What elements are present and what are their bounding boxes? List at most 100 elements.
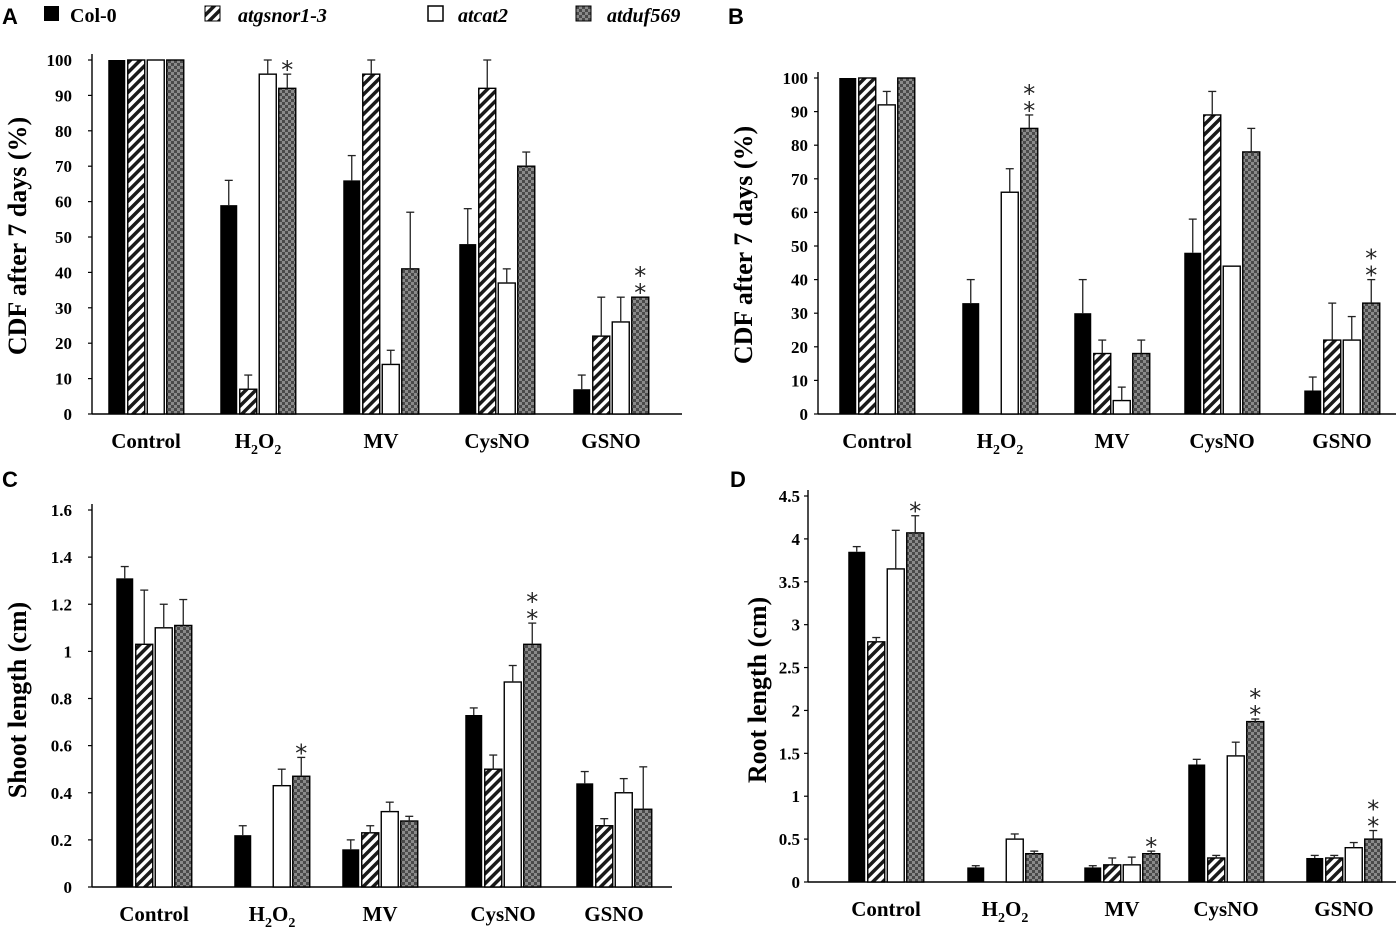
bar-b-control-col0	[839, 78, 857, 414]
error-bar-d-control-atcat2	[891, 529, 900, 569]
significance-star-c: *	[295, 739, 307, 767]
x-category-label-b-h2o2: H2O2	[977, 429, 1024, 458]
y-tick-label-b: 80	[791, 136, 808, 155]
y-tick-label-a: 40	[55, 263, 72, 282]
legend-swatch-col0	[44, 6, 59, 21]
error-bar-a-cysno-col0	[463, 208, 472, 245]
bar-c-mv-atgsnor1-3	[361, 832, 380, 888]
bar-a-h2o2-atduf569	[278, 87, 297, 415]
error-bar-c-mv-atcat2	[385, 801, 394, 812]
bar-d-control-atgsnor1-3	[867, 641, 886, 883]
y-tick-label-d: 2.5	[779, 659, 800, 678]
significance-star-c: *	[526, 588, 538, 616]
y-tick-label-d: 1.5	[779, 744, 800, 763]
x-category-label-d-gsno: GSNO	[1314, 897, 1374, 921]
bar-c-cysno-col0	[465, 714, 483, 887]
error-bar-d-cysno-atcat2	[1231, 741, 1240, 756]
panel-letter-a: A	[2, 4, 18, 29]
error-bar-c-gsno-col0	[580, 770, 589, 784]
chart-panel-b: 0 10 20 30 40 50 60 70 80 90 100 CDF after 7 days (…	[729, 69, 1396, 458]
significance-star-d: *	[1367, 796, 1379, 824]
y-tick-label-c: 0.2	[51, 831, 72, 850]
significance-star-d: *	[1249, 701, 1261, 729]
error-bar-d-gsno-col0	[1310, 854, 1319, 858]
error-bar-b-mv-atduf569	[1137, 339, 1146, 354]
bar-d-mv-atgsnor1-3	[1103, 864, 1122, 883]
chart-panel-a: 0 10 20 30 40 50 60 70 80 90 100 CDF after 7 days (…	[3, 51, 682, 458]
error-bar-c-control-col0	[120, 565, 129, 579]
y-tick-label-a: 50	[55, 228, 72, 247]
bar-d-mv-col0	[1084, 867, 1102, 882]
y-tick-label-c: 1	[64, 642, 73, 661]
bar-a-h2o2-atcat2	[258, 73, 277, 415]
y-tick-label-d: 4	[792, 530, 801, 549]
bar-a-gsno-atduf569	[631, 296, 650, 415]
error-bar-d-control-atduf569	[911, 515, 920, 533]
y-tick-label-d: 0	[792, 873, 801, 892]
x-category-label-a-cysno: CysNO	[464, 429, 529, 453]
error-bar-d-h2o2-atduf569	[1030, 850, 1039, 854]
y-tick-label-a: 70	[55, 157, 72, 176]
bar-a-h2o2-atgsnor1-3	[239, 388, 258, 415]
x-category-label-a-gsno: GSNO	[581, 429, 641, 453]
bar-b-cysno-col0	[1184, 252, 1202, 414]
bar-d-control-col0	[848, 551, 866, 882]
bar-b-control-atduf569	[897, 77, 916, 415]
error-bar-c-cysno-atduf569	[528, 622, 537, 645]
bar-d-h2o2-atduf569	[1025, 852, 1044, 883]
error-bar-d-mv-atcat2	[1127, 856, 1136, 865]
bar-d-gsno-atcat2	[1344, 846, 1363, 883]
bar-a-h2o2-col0	[220, 205, 238, 414]
y-tick-label-a: 30	[55, 299, 72, 318]
bar-d-cysno-atduf569	[1246, 720, 1265, 883]
x-category-label-b-cysno: CysNO	[1189, 429, 1254, 453]
y-tick-label-d: 2	[792, 701, 801, 720]
significance-star-b: *	[1023, 80, 1035, 108]
error-bar-b-h2o2-atduf569	[1025, 114, 1034, 129]
y-tick-label-c: 1.4	[51, 548, 73, 567]
error-bar-b-gsno-atgsnor1-3	[1328, 302, 1337, 341]
panel-letter-c: C	[2, 467, 18, 492]
x-category-label-c-h2o2: H2O2	[249, 902, 296, 929]
error-bar-d-control-atgsnor1-3	[872, 636, 881, 642]
y-tick-label-d: 3	[792, 616, 801, 635]
error-bar-c-cysno-atgsnor1-3	[489, 754, 498, 770]
bar-a-gsno-col0	[573, 389, 591, 414]
y-tick-label-b: 60	[791, 203, 808, 222]
legend-swatch-atduf569	[575, 5, 592, 22]
error-bar-a-gsno-atgsnor1-3	[597, 296, 606, 337]
error-bar-a-gsno-col0	[577, 374, 586, 390]
bar-b-gsno-atcat2	[1342, 339, 1361, 415]
y-axis-title-d: Root length (cm)	[743, 597, 772, 783]
x-category-label-a-h2o2: H2O2	[235, 429, 282, 458]
y-tick-label-a: 80	[55, 122, 72, 141]
bar-c-cysno-atgsnor1-3	[484, 768, 503, 888]
bar-b-cysno-atcat2	[1222, 265, 1241, 415]
x-category-label-a-mv: MV	[364, 429, 399, 453]
y-tick-label-b: 100	[783, 69, 809, 88]
error-bar-c-h2o2-atduf569	[297, 756, 306, 777]
error-bar-a-cysno-atduf569	[522, 151, 531, 167]
error-bar-b-cysno-atduf569	[1247, 127, 1256, 152]
significance-star-a: *	[634, 262, 646, 290]
error-bar-c-mv-col0	[346, 839, 355, 850]
legend-label-atcat2: atcat2	[458, 5, 508, 27]
error-bar-c-gsno-atcat2	[619, 777, 628, 793]
chart-panel-c: 0 0.2 0.4 0.6 0.8 1 1.2 1.4 1.6 Shoot length (cm)…	[3, 501, 672, 929]
bar-b-mv-atcat2	[1112, 399, 1131, 415]
error-bar-a-h2o2-atgsnor1-3	[244, 374, 253, 390]
y-tick-label-b: 10	[791, 371, 808, 390]
legend: Col-0 atgsnor1-3 atcat2 atduf569	[44, 5, 680, 27]
x-category-label-b-gsno: GSNO	[1312, 429, 1372, 453]
y-tick-label-d: 1	[792, 787, 801, 806]
bar-d-h2o2-col0	[967, 867, 985, 882]
y-axis-title-c: Shoot length (cm)	[3, 602, 32, 798]
y-tick-label-a: 100	[47, 51, 73, 70]
x-category-label-c-gsno: GSNO	[584, 902, 644, 926]
bar-c-h2o2-atcat2	[272, 784, 291, 888]
y-tick-label-a: 20	[55, 334, 72, 353]
legend-label-atduf569: atduf569	[607, 5, 680, 27]
error-bar-d-h2o2-atcat2	[1010, 833, 1019, 840]
error-bar-b-mv-atcat2	[1117, 386, 1126, 401]
